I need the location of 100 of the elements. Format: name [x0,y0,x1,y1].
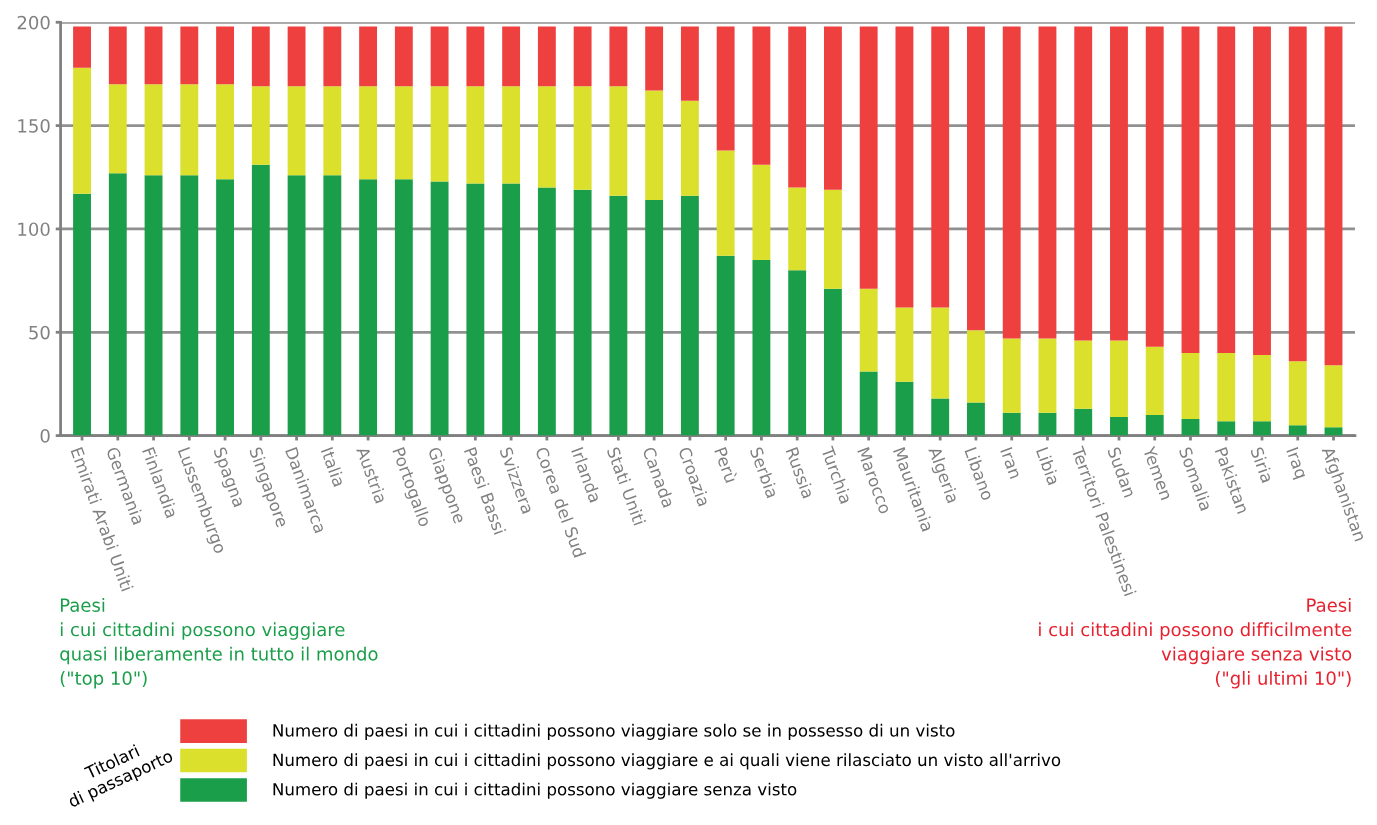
bar [323,86,342,176]
bar [251,164,270,436]
bar [967,26,985,331]
bar [287,86,306,176]
bar [752,259,771,436]
bar [931,307,950,399]
bar [359,26,378,87]
x-tick-label: Libano [964,446,995,501]
bar [502,183,521,436]
bar [609,26,628,87]
bar [1181,352,1200,420]
bar [1253,355,1271,422]
x-tick-label: Libia [1035,446,1061,486]
bar [752,26,771,165]
bar [144,84,163,176]
bar [1217,352,1236,422]
bar [1145,346,1164,415]
x-tick-label: Austria [356,445,388,504]
x-tick-label: Sudan [1107,446,1137,498]
bar [251,86,270,165]
x-tick-label: Italia [320,446,346,487]
bar [323,175,342,436]
bar [823,189,842,289]
text: Paesi i cui cittadini possono difficilmente viaggiare senza visto ("gli ultimi 10") [1039,598,1352,689]
bar [394,26,413,87]
bar [967,402,985,436]
bar [1288,425,1307,436]
bar [931,26,950,308]
bar [716,255,735,436]
y-tick-label: 200 [17,15,50,30]
legend-label: Numero di paesi in cui i cittadini possono viaggiare senza visto [273,782,797,799]
x-tick-label: Perù [714,446,739,484]
x-tick-label: Canada [642,446,676,508]
bar [645,90,664,200]
bar [216,179,235,436]
bar [359,86,378,180]
x-tick-label: Serbia [749,446,780,499]
bar [466,26,485,87]
bar [859,371,878,436]
bar [609,86,628,196]
bar [680,195,699,436]
bar [1324,365,1343,428]
x-tick-label: Yemen [1142,445,1173,501]
bar [1038,412,1057,436]
bar [108,84,127,174]
bar [287,26,306,87]
bar [466,86,485,184]
bar [680,100,699,196]
bar [645,200,664,436]
bar [1324,26,1343,366]
bar [108,26,127,85]
bar [394,86,413,180]
y-tick-label: 50 [29,325,50,340]
bar [1110,26,1128,341]
bar [1074,408,1093,436]
bar [1253,421,1271,436]
bar [502,26,521,87]
bar [180,26,199,85]
x-tick-label: Turchia [820,445,853,505]
x-tick-label: Iran [1000,447,1022,479]
bar [859,288,878,372]
bar [1074,340,1093,409]
x-tick-label: Iraq [1283,447,1308,481]
bar [216,84,235,180]
bar [144,26,163,85]
bar [251,26,270,87]
bar [430,86,449,182]
bar [537,86,556,188]
bar [1002,412,1021,436]
bar [895,381,914,436]
bar [823,288,842,436]
legend-label: Numero di paesi in cui i cittadini possono viaggiare solo se in possesso di un visto [273,723,955,740]
bar [73,26,91,68]
bar [73,67,91,194]
bar [73,193,91,436]
bar [788,187,807,271]
bar [716,26,735,151]
y-tick-label: 0 [40,429,50,443]
bar [430,26,449,87]
y-tick-label: 150 [18,119,50,133]
bar [1110,340,1128,417]
y-tick-label: 100 [18,222,50,237]
bar [287,175,306,436]
bar [1002,26,1021,339]
bar [1002,338,1021,413]
text: Paesi i cui cittadini possono viaggiare quasi liberamente in tutto il mondo ("top 10") [60,598,378,689]
bar [573,189,592,436]
bar [1288,361,1307,426]
bar [895,26,914,308]
bar [1074,26,1093,341]
bar [895,307,914,382]
bar [1324,427,1343,436]
bar [967,330,985,403]
bar [1217,421,1236,436]
bar [931,398,950,436]
bar [359,179,378,436]
bar [823,26,842,190]
bar [537,26,556,87]
bar [573,86,592,190]
bar [716,150,735,256]
